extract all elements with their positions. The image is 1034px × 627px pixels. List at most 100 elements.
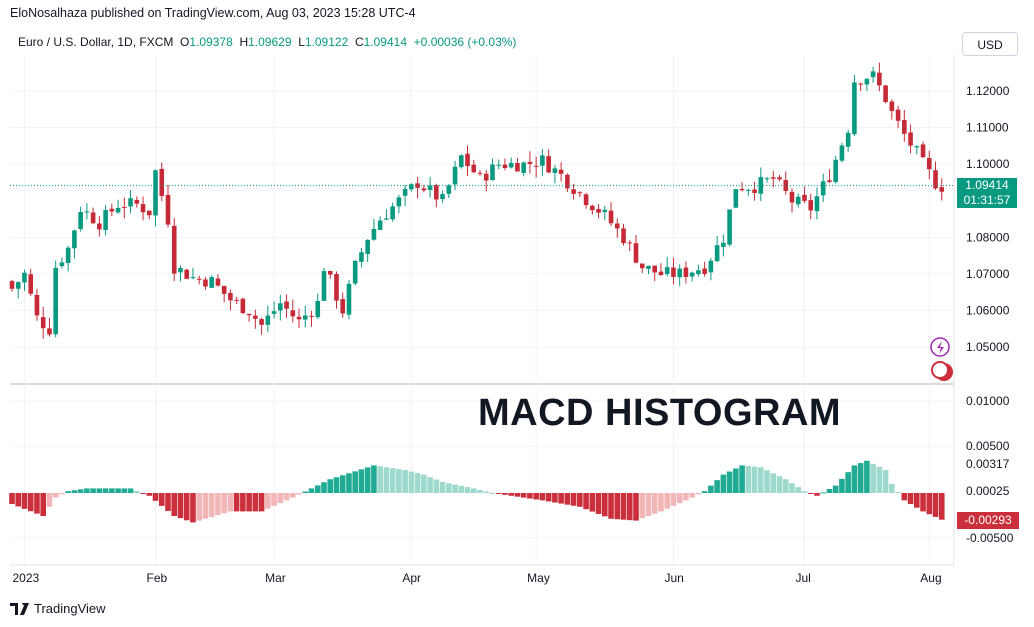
histogram-bar (277, 493, 284, 504)
time-tick-label: May (527, 571, 550, 585)
bar-countdown: 01:31:57 (957, 193, 1017, 208)
candle-down (546, 156, 551, 173)
candle-down (571, 189, 576, 194)
histogram-bar (196, 493, 202, 521)
candle-down (533, 165, 539, 167)
histogram-bar (127, 488, 134, 493)
currency-button[interactable]: USD (962, 32, 1018, 56)
histogram-bar (77, 489, 84, 493)
candle-down (652, 265, 658, 273)
histogram-bar (152, 493, 159, 501)
histogram-bar (115, 488, 121, 493)
symbol-legend: Euro / U.S. Dollar, 1D, FXCM O1.09378 H1… (10, 29, 954, 55)
candle-down (789, 191, 795, 203)
histogram-bar (215, 493, 221, 516)
histogram-bar (40, 493, 46, 516)
high-label: H (239, 35, 249, 49)
candle-down (40, 317, 46, 329)
time-tick-label: Apr (402, 571, 421, 585)
candle-up (746, 189, 751, 191)
candle-down (146, 210, 152, 216)
candle-up (795, 196, 801, 205)
candle-down (596, 208, 601, 213)
histogram-bar (689, 493, 695, 498)
histogram-bar (864, 460, 870, 493)
histogram-bar (914, 493, 920, 508)
candle-down (583, 194, 589, 206)
candle-down (608, 210, 614, 224)
candle-up (764, 178, 770, 180)
histogram-bar (140, 493, 146, 494)
histogram-bar (870, 463, 876, 493)
candle-down (895, 109, 901, 121)
histogram-bar (171, 493, 178, 516)
histogram-bar (857, 463, 864, 493)
candle-down (28, 274, 34, 294)
candle-down (327, 271, 333, 275)
candle-down (777, 177, 782, 180)
change-value: +0.00036 (+0.03%) (413, 35, 517, 49)
candle-up (814, 196, 820, 212)
candle-down (284, 301, 289, 309)
symbol-name[interactable]: Euro / U.S. Dollar, 1D, FXCM (18, 35, 174, 49)
candle-down (203, 279, 208, 287)
candle-up (446, 185, 452, 194)
histogram-bar (271, 493, 277, 506)
histogram-bar (389, 468, 396, 493)
candle-down (639, 263, 645, 269)
candle-down (877, 72, 882, 86)
candle-up (346, 283, 352, 315)
last-price-label: 1.09414 (957, 178, 1017, 193)
histogram-bar (714, 480, 720, 493)
candle-up (265, 315, 271, 325)
candle-up (721, 242, 726, 247)
histogram-bar (758, 467, 764, 493)
candle-up (84, 211, 90, 213)
histogram-bar (414, 473, 421, 493)
candle-up (278, 303, 283, 311)
histogram-bar (589, 493, 596, 512)
candle-down (802, 194, 807, 201)
histogram-bar (146, 493, 153, 496)
candle-up (602, 209, 608, 213)
histogram-bar (190, 493, 196, 523)
candle-down (627, 242, 633, 244)
histogram-bar (851, 465, 858, 493)
histogram-bar (658, 493, 664, 512)
candle-down (658, 271, 664, 276)
histogram-bar (240, 493, 246, 512)
candle-down (296, 316, 302, 320)
histogram-last-label: -0.00293 (957, 512, 1019, 529)
histogram-bar (452, 484, 458, 493)
candle-up (153, 170, 158, 216)
histogram-bar (15, 493, 22, 507)
candle-down (590, 205, 595, 211)
histogram-bar (832, 485, 839, 493)
histogram-bar (608, 493, 614, 519)
histogram-bar (346, 473, 352, 493)
candle-up (540, 155, 545, 166)
histogram-bar (302, 491, 309, 493)
histogram-bar (564, 493, 571, 505)
candle-down (140, 204, 146, 213)
candle-up (22, 272, 27, 283)
histogram-bar (371, 465, 377, 493)
candle-down (240, 298, 246, 314)
histogram-bar (439, 481, 446, 493)
close-value: 1.09414 (363, 35, 407, 49)
histogram-bar (308, 488, 315, 493)
candle-down (614, 223, 620, 229)
histogram-bar (733, 468, 739, 493)
candle-down (889, 101, 895, 111)
histogram-bar (789, 483, 795, 493)
candle-up (15, 282, 21, 289)
histogram-bar (433, 479, 440, 493)
histogram-bar (708, 485, 714, 493)
candle-down (259, 319, 264, 325)
histogram-bar (645, 493, 652, 516)
time-tick-label: Jul (795, 571, 810, 585)
candle-up (714, 245, 720, 262)
hist-tick-label: 0.00317 (966, 457, 1010, 471)
histogram-bar (183, 493, 190, 521)
